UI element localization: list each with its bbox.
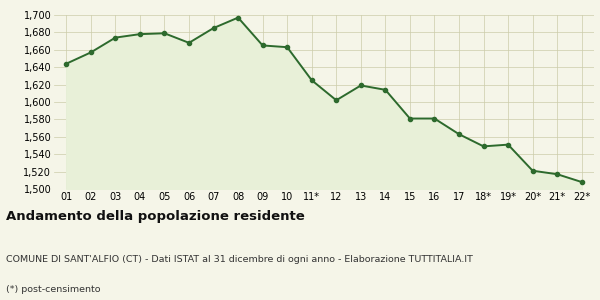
Text: COMUNE DI SANT'ALFIO (CT) - Dati ISTAT al 31 dicembre di ogni anno - Elaborazion: COMUNE DI SANT'ALFIO (CT) - Dati ISTAT a… bbox=[6, 255, 473, 264]
Text: (*) post-censimento: (*) post-censimento bbox=[6, 285, 101, 294]
Text: Andamento della popolazione residente: Andamento della popolazione residente bbox=[6, 210, 305, 223]
